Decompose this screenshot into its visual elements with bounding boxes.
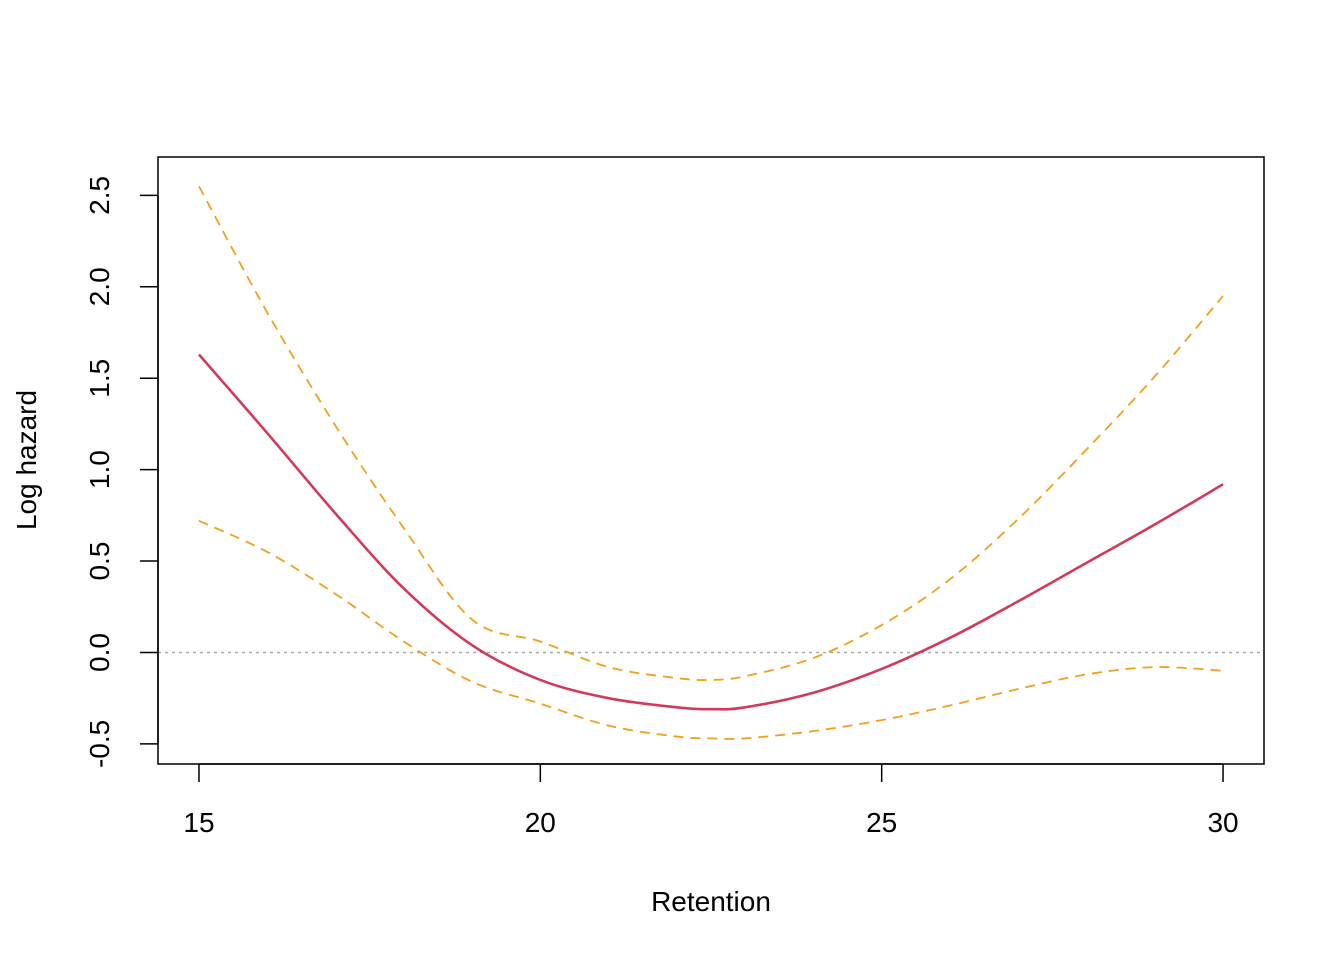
y-axis: -0.5 0.0 0.5 1.0 1.5 2.0 2.5 [84,176,159,768]
y-tick-label: 1.5 [84,359,115,398]
y-tick-label: -0.5 [84,720,115,768]
series-line-lower [198,520,1224,740]
x-axis-title: Retention [651,886,771,917]
y-tick-label: 2.0 [84,267,115,306]
x-tick-label: 20 [525,807,556,838]
x-tick-label: 25 [866,807,897,838]
series-line-estimate [197,353,1224,711]
y-tick-label: 0.5 [84,542,115,581]
y-tick-label: 1.0 [84,450,115,489]
y-tick-label: 0.0 [84,633,115,672]
x-tick-label: 30 [1207,807,1238,838]
x-axis: 15 20 25 30 [183,763,1239,838]
series-line-upper [198,185,1224,681]
y-axis-title: Log hazard [11,390,42,530]
x-tick-label: 15 [183,807,214,838]
y-tick-label: 2.5 [84,176,115,215]
series-layer [197,185,1224,740]
